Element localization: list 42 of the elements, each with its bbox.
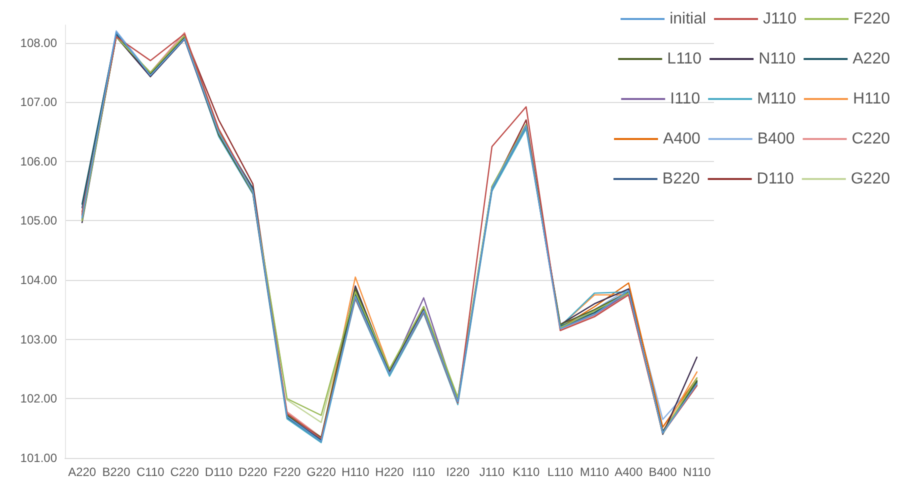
legend-label: B400 [757, 130, 795, 148]
legend-label: D110 [756, 170, 794, 188]
x-tick-label: K110 [512, 465, 540, 479]
x-tick-label: C110 [136, 465, 165, 479]
x-tick-label: C220 [170, 465, 200, 479]
legend-label: J110 [763, 10, 797, 28]
x-tick-label: H220 [375, 465, 404, 479]
y-tick-label: 102.00 [20, 392, 58, 406]
x-tick-label: A220 [68, 465, 96, 479]
x-tick-label: I220 [446, 465, 470, 479]
y-tick-label: 107.00 [20, 95, 58, 110]
legend-label: A400 [663, 130, 700, 148]
legend-label: L110 [667, 50, 702, 68]
legend-label: A220 [852, 50, 890, 68]
legend-label: M110 [757, 90, 796, 108]
x-tick-label: M110 [580, 465, 610, 479]
x-tick-label: G220 [306, 465, 336, 479]
x-tick-label: B400 [648, 465, 678, 479]
y-tick-label: 104.00 [20, 273, 58, 288]
legend-label: F220 [854, 10, 890, 28]
x-tick-label: D220 [238, 465, 268, 479]
y-tick-label: 101.00 [20, 451, 58, 465]
legend-label: C220 [852, 130, 890, 148]
legend-label: I110 [670, 90, 700, 108]
x-tick-label: N110 [683, 465, 712, 479]
x-tick-label: L110 [547, 465, 574, 479]
y-tick-label: 105.00 [20, 214, 58, 228]
x-tick-label: J110 [479, 465, 505, 479]
legend-label: H110 [852, 90, 890, 108]
x-tick-label: F220 [273, 465, 302, 479]
x-tick-label: B220 [102, 465, 131, 479]
x-tick-label: I110 [412, 465, 436, 479]
legend-label: G220 [850, 170, 890, 188]
x-tick-label: H110 [341, 465, 370, 479]
y-tick-label: 106.00 [20, 154, 58, 168]
legend-label: initial [670, 10, 706, 28]
legend-label: N110 [758, 50, 796, 68]
y-tick-label: 108.00 [20, 36, 58, 50]
x-tick-label: D110 [204, 465, 233, 479]
legend-label: B220 [662, 170, 700, 188]
x-tick-label: A400 [614, 465, 643, 479]
y-tick-label: 103.00 [20, 332, 58, 346]
